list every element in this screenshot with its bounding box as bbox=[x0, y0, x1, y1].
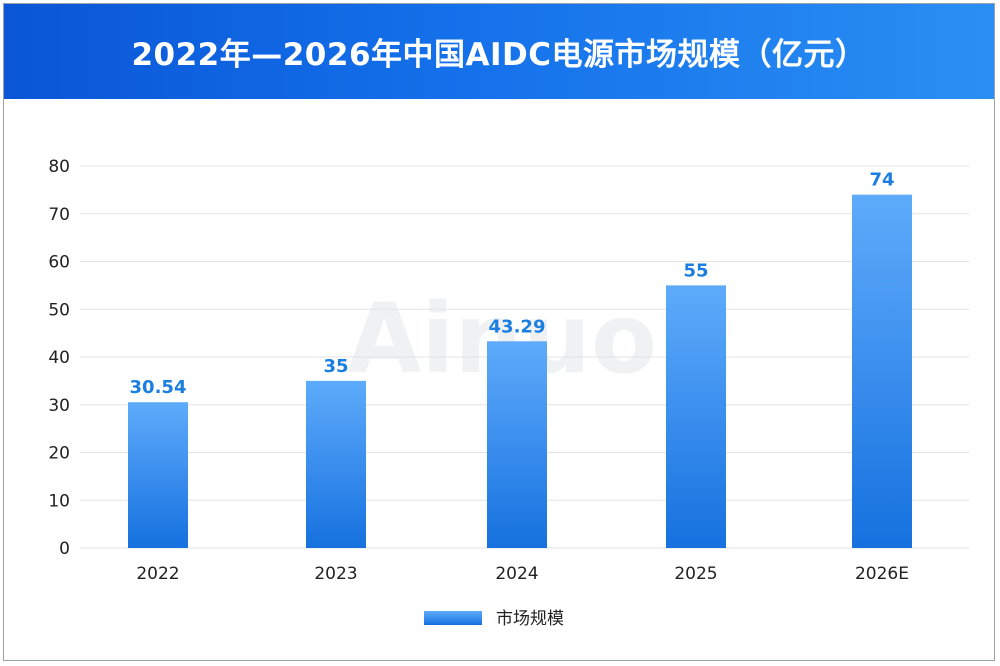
legend-swatch bbox=[424, 611, 482, 625]
bar bbox=[306, 380, 366, 548]
data-label: 74 bbox=[869, 170, 894, 191]
bar bbox=[487, 341, 547, 548]
x-tick-label: 2025 bbox=[674, 564, 717, 584]
bar bbox=[852, 194, 912, 548]
data-label: 43.29 bbox=[489, 316, 546, 337]
chart-frame: 2022年—2026年中国AIDC电源市场规模（亿元） 0 10 20 30 40 50 6… bbox=[3, 3, 995, 661]
y-tick-label: 80 bbox=[48, 157, 70, 177]
y-tick-label: 10 bbox=[48, 491, 70, 511]
x-tick-label: 2023 bbox=[314, 564, 357, 584]
bar-chart: 01020304050607080Ainuo30.54202235202343.… bbox=[48, 157, 969, 629]
x-tick-label: 2026E bbox=[855, 564, 909, 584]
legend-label: 市场规模 bbox=[496, 609, 564, 629]
title-banner: 2022年—2026年中国AIDC电源市场规模（亿元） bbox=[4, 4, 994, 99]
y-tick-label: 30 bbox=[48, 396, 70, 416]
y-tick-label: 20 bbox=[48, 444, 70, 464]
bar bbox=[666, 285, 726, 548]
y-tick-label: 60 bbox=[48, 253, 70, 273]
y-tick-label: 70 bbox=[48, 205, 70, 225]
y-tick-label: 40 bbox=[48, 348, 70, 368]
data-label: 55 bbox=[683, 260, 708, 281]
y-tick-label: 50 bbox=[48, 300, 70, 320]
x-tick-label: 2024 bbox=[495, 564, 538, 584]
data-label: 35 bbox=[323, 356, 348, 377]
x-tick-label: 2022 bbox=[136, 564, 179, 584]
chart-title: 2022年—2026年中国AIDC电源市场规模（亿元） bbox=[131, 37, 867, 73]
data-label: 30.54 bbox=[130, 377, 187, 398]
y-tick-label: 0 bbox=[59, 539, 70, 559]
bar bbox=[128, 402, 188, 548]
